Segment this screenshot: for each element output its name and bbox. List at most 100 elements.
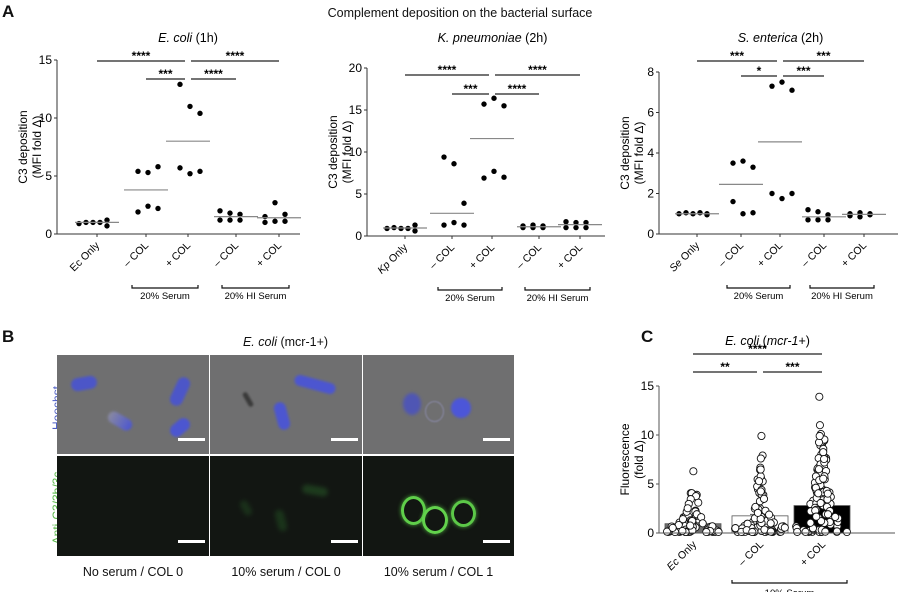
x-tick-label: + COL [555, 242, 585, 272]
data-point [765, 510, 774, 519]
y-axis-label: C3 deposition [618, 116, 632, 189]
y-tick-label: 0 [647, 227, 654, 241]
bacterium-cell [70, 374, 98, 393]
data-point [583, 224, 589, 231]
data-point [573, 219, 579, 226]
data-point [563, 219, 569, 225]
group-label: 20% Serum [445, 293, 495, 304]
data-point [187, 103, 193, 110]
data-point [481, 101, 487, 107]
x-tick-label: + COL [798, 539, 828, 569]
data-point [451, 161, 457, 167]
data-point [769, 83, 775, 89]
micrograph-hoechst-10-serum-col1 [363, 355, 514, 454]
significance-label: *** [796, 64, 810, 78]
y-axis-label-unit: (MFI fold Δ) [30, 116, 44, 179]
data-point [825, 212, 831, 218]
data-point [563, 224, 569, 231]
data-point [805, 207, 811, 213]
group-label: 20% Serum [140, 291, 190, 302]
data-point [740, 211, 746, 217]
data-point [756, 487, 765, 496]
bacterium-cell [273, 508, 289, 533]
y-tick-label: 10 [349, 145, 363, 159]
micrograph-c3-10-serum-col0 [210, 456, 362, 556]
data-point [750, 210, 756, 216]
x-tick-label: – COL [799, 240, 829, 270]
data-point [759, 494, 769, 503]
data-point [412, 222, 418, 228]
data-point [282, 218, 288, 224]
data-point [155, 164, 161, 170]
data-point [461, 200, 467, 206]
data-point [757, 431, 766, 441]
data-point [832, 527, 841, 536]
y-tick-label: 4 [647, 146, 654, 160]
data-point [779, 79, 785, 85]
panel-b-title-species: E. coli [242, 335, 277, 349]
y-tick-label: 15 [641, 379, 655, 393]
data-point [714, 527, 723, 536]
data-point [748, 527, 757, 537]
micrograph-c3-no-serum [57, 456, 209, 556]
data-point [481, 175, 487, 181]
panel-b-title: E. coli (mcr-1+) [57, 335, 514, 349]
y-axis-label: Fluorescence [618, 423, 632, 495]
data-point [823, 489, 832, 498]
data-point [145, 203, 151, 209]
data-point [197, 168, 203, 175]
significance-label: *** [785, 360, 799, 374]
data-point [847, 211, 853, 217]
significance-label: ** [720, 360, 730, 374]
y-tick-label: 10 [641, 428, 655, 442]
significance-label: *** [463, 82, 477, 96]
data-point [789, 190, 795, 197]
data-point [145, 169, 151, 176]
data-point [262, 219, 268, 226]
data-point [501, 174, 507, 180]
data-point [750, 164, 756, 170]
x-tick-label: + COL [755, 240, 785, 270]
data-point [451, 219, 457, 226]
micrograph-c3-10-serum-col1 [363, 456, 514, 556]
data-point [573, 224, 579, 231]
chart-a1-plot: E. coli (1h) C3 deposition (MFI fold Δ) 0 5 1… [16, 31, 301, 302]
x-tick-label: + COL [163, 240, 193, 270]
significance-label: **** [438, 63, 457, 77]
bacterium-cell [167, 415, 193, 440]
y-tick-label: 2 [647, 187, 654, 201]
data-point [805, 217, 811, 223]
data-point [197, 110, 203, 117]
data-point [540, 223, 546, 229]
bacterium-cell [293, 373, 337, 396]
y-tick-label: 0 [355, 229, 362, 243]
significance-label: **** [508, 82, 527, 96]
data-point [272, 218, 278, 224]
micrograph-hoechst-no-serum [57, 355, 209, 454]
x-tick-label: + COL [839, 240, 869, 270]
data-point [780, 523, 789, 532]
data-point [821, 527, 830, 536]
panel-letter-a: A [2, 2, 15, 21]
x-tick-label: – COL [427, 242, 457, 272]
data-point [272, 199, 278, 206]
data-point [766, 527, 775, 536]
data-point [842, 527, 851, 537]
chart-a2: K. pneumoniae (2h) C3 deposition (MFI fold… [300, 20, 605, 320]
micrograph-hoechst-10-serum-col0 [210, 355, 362, 454]
y-axis-label: C3 deposition [326, 115, 340, 188]
y-tick-label: 0 [647, 526, 654, 540]
data-point [820, 454, 829, 464]
x-tick-label: Ec Only [68, 239, 103, 274]
data-point [683, 210, 689, 216]
caption-10-serum-col1: 10% serum / COL 1 [383, 565, 494, 579]
significance-label: **** [528, 63, 547, 77]
data-point [441, 222, 447, 228]
y-tick-label: 20 [349, 61, 363, 75]
data-point [461, 222, 467, 228]
significance-label: * [757, 64, 762, 78]
data-point [814, 489, 823, 498]
data-point [412, 228, 418, 234]
data-point [530, 224, 536, 231]
y-tick-label: 15 [39, 53, 53, 67]
